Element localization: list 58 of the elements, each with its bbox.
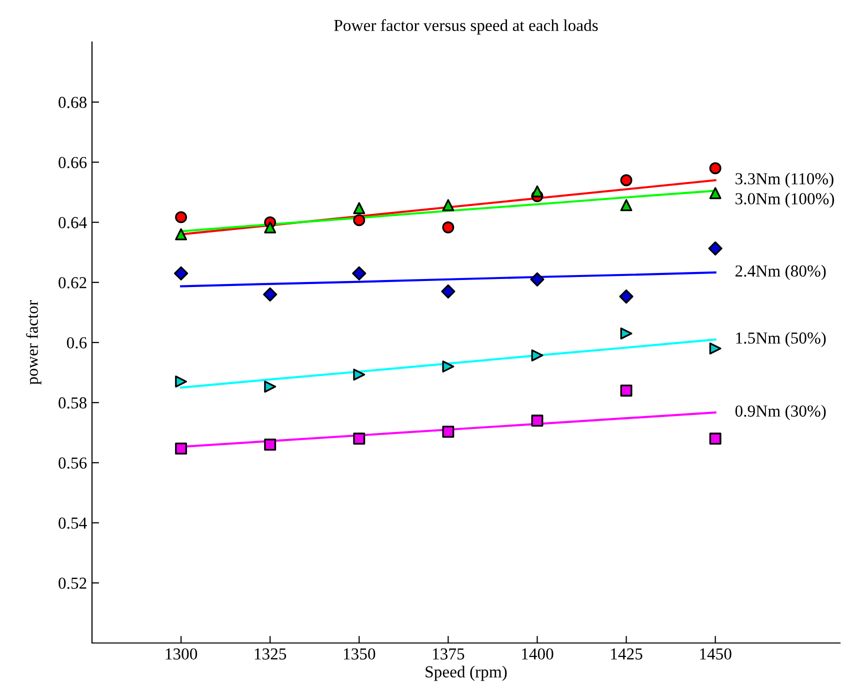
x-tick-label: 1325 bbox=[254, 648, 286, 660]
point bbox=[175, 211, 188, 224]
point bbox=[708, 241, 722, 256]
point bbox=[530, 272, 544, 286]
chart-title: Power factor versus speed at each loads bbox=[334, 19, 598, 34]
point bbox=[709, 162, 722, 174]
point bbox=[620, 174, 632, 186]
point bbox=[442, 221, 454, 234]
x-tick-label: 1375 bbox=[432, 648, 464, 660]
point bbox=[620, 328, 632, 340]
line-series bbox=[180, 271, 716, 288]
series-label: 3.3Nm (110%) bbox=[736, 172, 834, 188]
y-tick-label: 0.54 bbox=[58, 518, 87, 529]
x-tick-label: 1450 bbox=[700, 648, 732, 660]
point bbox=[531, 414, 544, 427]
point bbox=[531, 185, 544, 198]
point bbox=[353, 432, 366, 445]
series-label: 3.0Nm (100%) bbox=[736, 192, 834, 208]
point bbox=[174, 266, 188, 280]
point bbox=[442, 426, 454, 438]
y-tick-label: 0.64 bbox=[58, 217, 87, 228]
point bbox=[353, 214, 366, 226]
point bbox=[175, 442, 188, 455]
point bbox=[264, 438, 276, 451]
point bbox=[175, 228, 188, 240]
point bbox=[353, 368, 366, 381]
point bbox=[264, 221, 276, 234]
point bbox=[442, 360, 454, 373]
series-label: 2.4Nm (80%) bbox=[736, 264, 826, 280]
point bbox=[619, 289, 634, 304]
x-tick-label: 1400 bbox=[522, 648, 554, 660]
series-label: 1.5Nm (50%) bbox=[736, 332, 826, 348]
x-tick-label: 1300 bbox=[166, 648, 198, 660]
point bbox=[264, 380, 276, 393]
point bbox=[353, 202, 366, 214]
series-label: 0.9Nm (30%) bbox=[735, 404, 826, 420]
y-tick-label: 0.52 bbox=[58, 578, 86, 589]
y-tick-label: 0.62 bbox=[58, 277, 86, 288]
point bbox=[175, 376, 188, 388]
point bbox=[620, 199, 632, 212]
point bbox=[709, 187, 722, 200]
y-tick-label: 0.68 bbox=[58, 96, 87, 108]
y-tick-label: 0.56 bbox=[58, 457, 87, 469]
y-tick-label: 0.58 bbox=[58, 397, 87, 409]
point bbox=[442, 199, 454, 212]
x-tick-label: 1425 bbox=[611, 648, 642, 660]
point bbox=[709, 432, 722, 445]
point bbox=[620, 384, 632, 397]
point bbox=[263, 287, 278, 302]
y-axis-title: power factor bbox=[26, 300, 42, 385]
point bbox=[441, 284, 456, 298]
point bbox=[709, 342, 722, 354]
x-axis-title: Speed (rpm) bbox=[426, 666, 507, 681]
x-tick-label: 1350 bbox=[344, 648, 376, 660]
point bbox=[352, 266, 366, 280]
point bbox=[531, 349, 544, 362]
y-tick-label: 0.66 bbox=[58, 156, 87, 168]
y-tick-label: 0.6 bbox=[66, 337, 87, 349]
